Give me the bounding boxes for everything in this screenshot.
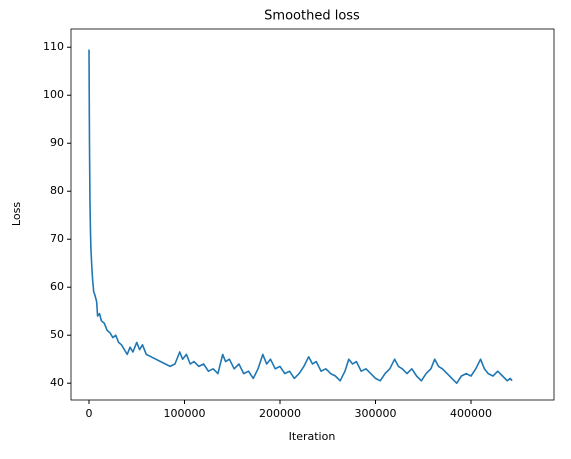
x-axis-label: Iteration bbox=[289, 430, 336, 443]
y-tick-label: 80 bbox=[50, 184, 64, 197]
y-tick-label: 60 bbox=[50, 280, 64, 293]
y-axis-label: Loss bbox=[10, 202, 23, 226]
y-tick-label: 70 bbox=[50, 232, 64, 245]
y-tick-label: 50 bbox=[50, 328, 64, 341]
loss-line bbox=[88, 49, 513, 384]
plot-frame bbox=[70, 28, 555, 401]
chart-title: Smoothed loss bbox=[264, 9, 360, 24]
y-tick-label: 100 bbox=[43, 88, 64, 101]
y-tick-label: 90 bbox=[50, 136, 64, 149]
y-tick-label: 40 bbox=[50, 376, 64, 389]
x-tick-label: 300000 bbox=[355, 407, 397, 420]
x-tick-label: 100000 bbox=[164, 407, 206, 420]
y-tick-label: 110 bbox=[43, 40, 64, 53]
x-tick-label: 200000 bbox=[259, 407, 301, 420]
x-tick-label: 400000 bbox=[450, 407, 492, 420]
x-tick-label: 0 bbox=[86, 407, 93, 420]
